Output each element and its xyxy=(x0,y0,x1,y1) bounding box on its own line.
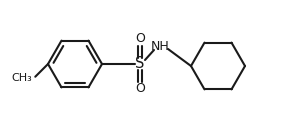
Text: S: S xyxy=(135,56,145,71)
Text: CH₃: CH₃ xyxy=(12,73,32,83)
Text: O: O xyxy=(135,83,145,95)
Text: O: O xyxy=(135,33,145,45)
Text: NH: NH xyxy=(151,40,169,54)
